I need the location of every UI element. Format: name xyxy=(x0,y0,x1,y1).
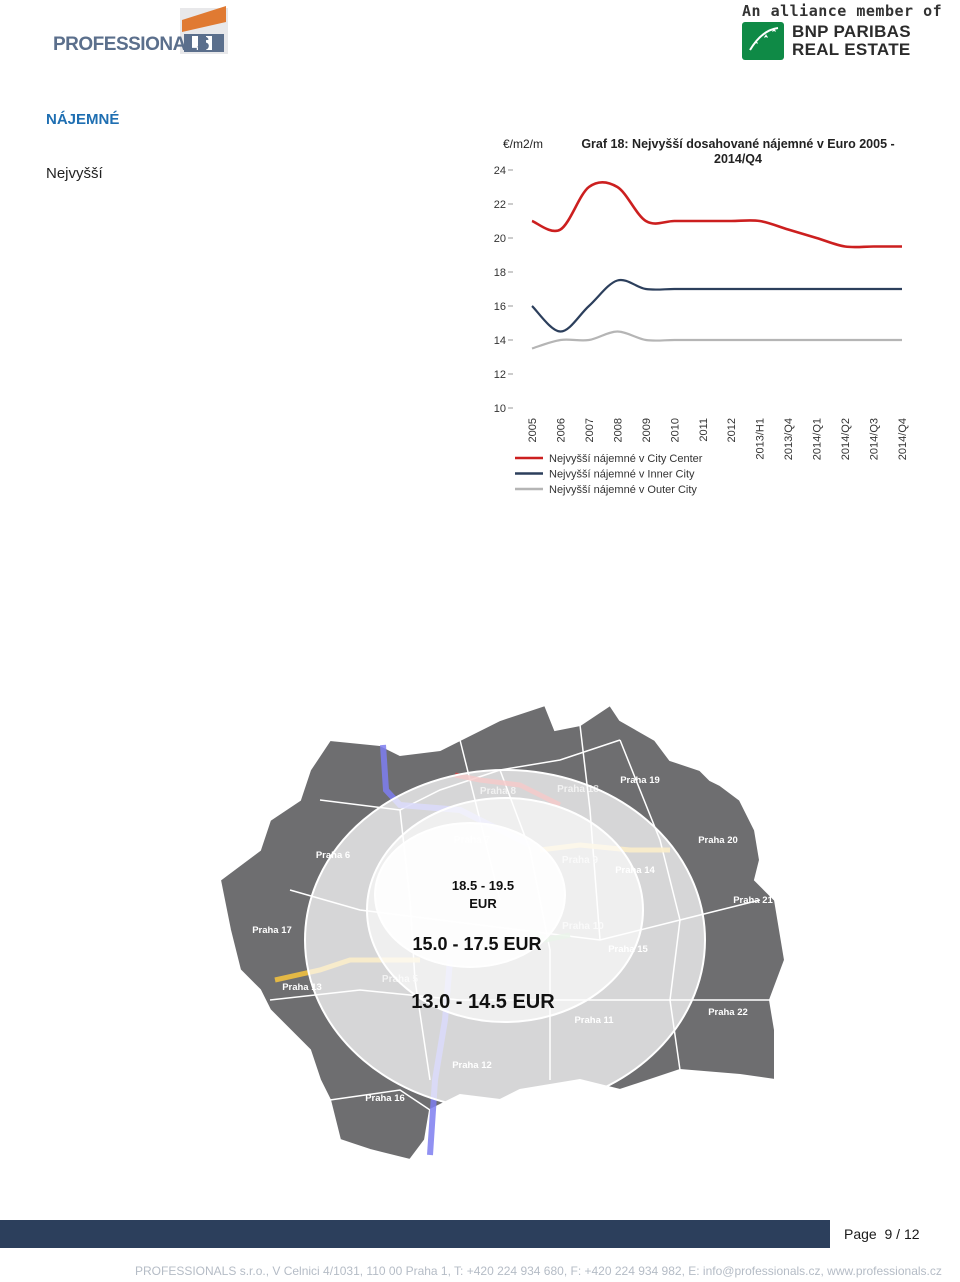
y-tick-label: 18 xyxy=(494,267,506,279)
y-tick-label: 24 xyxy=(494,165,506,177)
x-axis: 2005 2006 2007 2008 2009 2010 2011 2012 2013/H1 2… xyxy=(527,418,909,460)
alliance-text: An alliance member of xyxy=(742,2,943,20)
chart-legend: Nejvyšší nájemné v City Center Nejvyšší n… xyxy=(515,453,703,496)
series-line-2 xyxy=(531,278,902,333)
y-axis-label: €/m2/m xyxy=(503,137,543,151)
series-line-1 xyxy=(531,180,902,249)
professionals-logo: PROFESSIONALS xyxy=(50,2,230,60)
series-line-3 xyxy=(531,330,902,350)
legend-label: Nejvyšší nájemné v Inner City xyxy=(549,469,695,481)
legend-label: Nejvyšší nájemné v Outer City xyxy=(549,484,697,496)
district-label: Praha 19 xyxy=(620,775,660,786)
bnp-name: BNP PARIBAS xyxy=(792,22,911,41)
section-subtitle: Nejvyšší xyxy=(46,165,103,182)
district-label: Praha 16 xyxy=(365,1093,405,1104)
chart-title-line1: Graf 18: Nejvyšší dosahované nájemné v E… xyxy=(581,137,894,151)
district-label: Praha 17 xyxy=(252,925,292,936)
footer-company-line: PROFESSIONALS s.r.o., V Celnici 4/1031, … xyxy=(135,1264,942,1278)
x-tick-label: 2006 xyxy=(555,418,567,442)
y-tick-label: 20 xyxy=(494,233,506,245)
legend-label: Nejvyšší nájemné v City Center xyxy=(549,453,703,465)
x-tick-label: 2012 xyxy=(726,418,738,442)
district-label: Praha 21 xyxy=(733,895,773,906)
bnp-real-estate: REAL ESTATE xyxy=(792,40,911,59)
x-tick-label: 2013/H1 xyxy=(755,418,767,460)
y-tick-label: 14 xyxy=(494,335,506,347)
y-tick-label: 12 xyxy=(494,369,506,381)
y-axis: 24 22 20 18 16 14 12 10 xyxy=(494,165,513,415)
x-tick-label: 2014/Q1 xyxy=(812,418,824,460)
y-tick-label: 16 xyxy=(494,301,506,313)
x-tick-label: 2008 xyxy=(612,418,624,442)
x-tick-label: 2009 xyxy=(641,418,653,442)
district-label: Praha 20 xyxy=(698,835,738,846)
x-tick-label: 2014/Q4 xyxy=(897,418,909,460)
center-zone-ellipse xyxy=(374,822,566,968)
professionals-logo-mark xyxy=(180,6,228,54)
footer-bar xyxy=(0,1220,960,1248)
series-group xyxy=(531,180,902,350)
x-tick-label: 2013/Q4 xyxy=(783,418,795,460)
zone-outer-label: 13.0 - 14.5 EUR xyxy=(411,991,555,1013)
page-label: Page xyxy=(844,1226,877,1242)
y-tick-label: 22 xyxy=(494,199,506,211)
page-number: 9 / 12 xyxy=(884,1226,920,1242)
zone-inner-label: 15.0 - 17.5 EUR xyxy=(412,934,541,954)
y-tick-label: 10 xyxy=(494,403,506,415)
x-tick-label: 2011 xyxy=(698,418,710,442)
professionals-wordmark: PROFESSIONALS xyxy=(53,34,210,55)
district-label: Praha 13 xyxy=(282,982,322,993)
section-title: NÁJEMNÉ xyxy=(46,111,120,128)
bnp-stars-icon xyxy=(742,22,784,60)
district-label: Praha 22 xyxy=(708,1007,748,1018)
x-tick-label: 2014/Q2 xyxy=(840,418,852,460)
zone-center-line2: EUR xyxy=(469,896,497,911)
chart-title-line2: 2014/Q4 xyxy=(714,152,762,166)
rent-line-chart: €/m2/m Graf 18: Nejvyšší dosahované náje… xyxy=(494,137,909,496)
x-tick-label: 2007 xyxy=(584,418,596,442)
page-indicator-box xyxy=(830,1218,960,1250)
page-indicator: Page 9 / 12 xyxy=(844,1226,920,1242)
x-tick-label: 2005 xyxy=(527,418,539,442)
x-tick-label: 2010 xyxy=(669,418,681,442)
bnp-paribas-logo: An alliance member of BNP PARIBAS REAL E… xyxy=(742,2,942,62)
x-tick-label: 2014/Q3 xyxy=(869,418,881,460)
zone-center-line1: 18.5 - 19.5 xyxy=(452,878,514,893)
